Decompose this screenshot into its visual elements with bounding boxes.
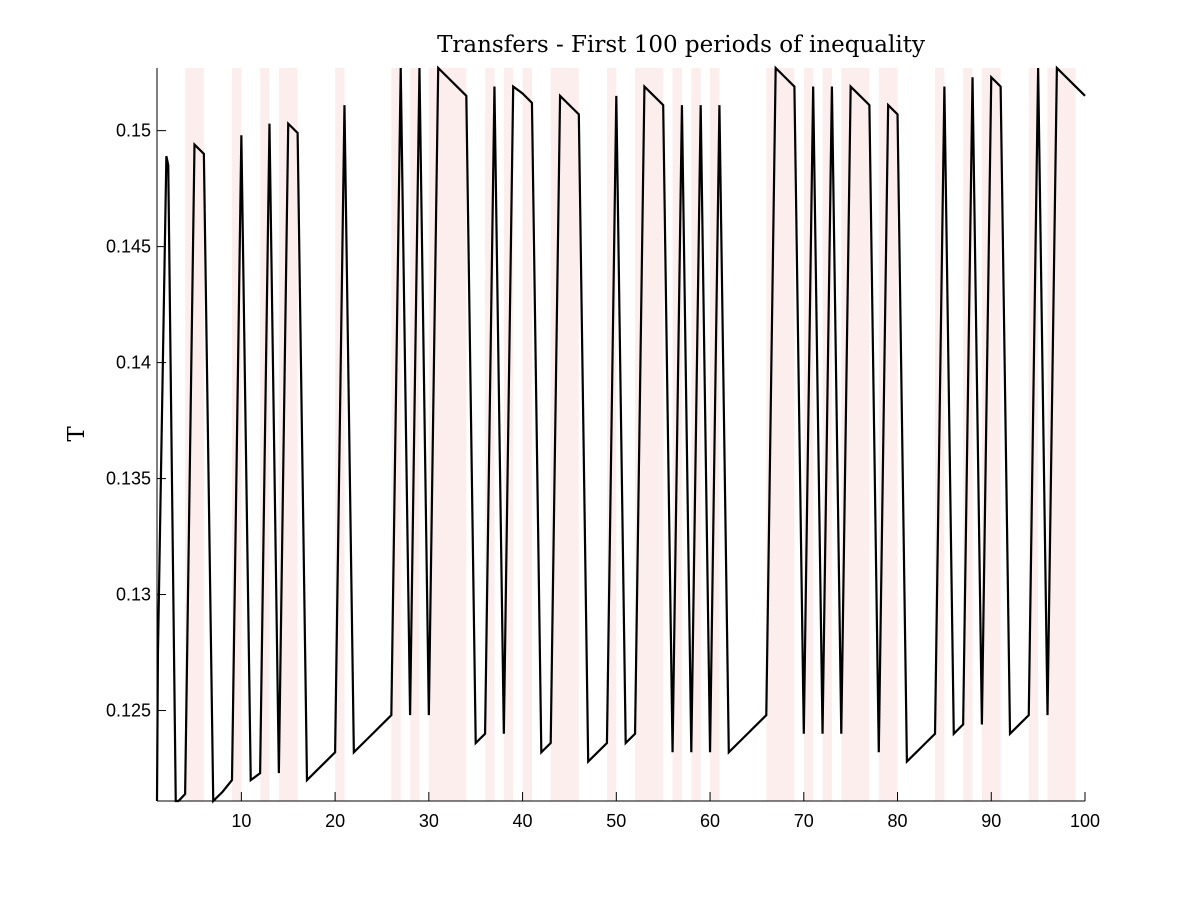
axes: 10 20 30 40 50 60 70 80 90 100 0.125 0.13 0.135 0.14 0…	[106, 68, 1100, 831]
y-axis-label: T	[64, 426, 90, 442]
shaded-period-7	[428, 68, 467, 801]
x-tick-label-70: 70	[794, 811, 814, 831]
chart-title: Transfers - First 100 periods of inequal…	[437, 32, 925, 58]
x-tick-label-100: 100	[1070, 811, 1100, 831]
y-tick-label-5: 0.15	[116, 121, 151, 141]
series-lines	[155, 65, 1086, 804]
shaded-period-0	[185, 68, 204, 801]
shaded-period-3	[278, 68, 298, 801]
x-tick-label-50: 50	[606, 811, 626, 831]
x-tick-label-10: 10	[231, 811, 251, 831]
y-tick-label-3: 0.14	[116, 353, 151, 373]
x-tick-label-90: 90	[981, 811, 1001, 831]
x-tick-label-40: 40	[513, 811, 533, 831]
shaded-periods	[185, 68, 1076, 801]
shaded-period-10	[522, 68, 532, 801]
x-tick-label-60: 60	[700, 811, 720, 831]
y-tick-label-2: 0.135	[106, 469, 151, 489]
x-tick-label-20: 20	[325, 811, 345, 831]
y-tick-label-4: 0.145	[106, 237, 151, 257]
x-tick-label-80: 80	[888, 811, 908, 831]
shaded-period-24	[981, 68, 1001, 801]
y-tick-label-0: 0.125	[106, 701, 151, 721]
shaded-period-21	[878, 68, 898, 801]
series-line-0	[155, 65, 1086, 804]
y-tick-label-1: 0.13	[116, 585, 151, 605]
x-tick-label-30: 30	[419, 811, 439, 831]
